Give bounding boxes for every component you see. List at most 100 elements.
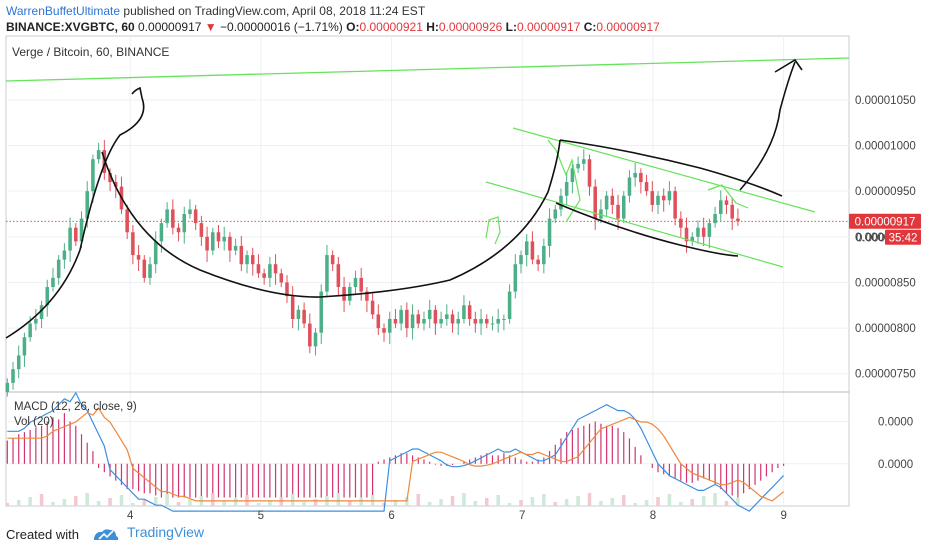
countdown-badge-text: 35:42 bbox=[889, 232, 918, 244]
candle bbox=[524, 241, 529, 256]
candle bbox=[262, 273, 266, 278]
candle bbox=[353, 277, 358, 288]
o-value: 0.00000921 bbox=[359, 20, 423, 34]
candle bbox=[273, 264, 278, 274]
volume-bar bbox=[553, 502, 558, 506]
candle bbox=[644, 182, 649, 192]
candle bbox=[582, 159, 586, 164]
volume-bar bbox=[131, 503, 135, 506]
macd-axis[interactable]: 0.0000 0.0000 bbox=[878, 417, 913, 471]
volume-bar bbox=[439, 499, 443, 506]
candle bbox=[422, 318, 426, 324]
volume-bar bbox=[336, 493, 341, 506]
candle bbox=[313, 332, 318, 347]
wedge-bottom-drawing[interactable] bbox=[555, 202, 739, 257]
candle bbox=[365, 291, 369, 301]
price-tick-label: 0.00001000 bbox=[855, 141, 916, 153]
author-link[interactable]: WarrenBuffetUltimate bbox=[6, 4, 121, 18]
candle bbox=[268, 264, 272, 278]
cup-left-drawing[interactable] bbox=[5, 86, 145, 339]
cup-bottom-drawing[interactable] bbox=[101, 139, 561, 298]
candle bbox=[188, 209, 192, 214]
candle bbox=[5, 382, 10, 392]
volume-bar bbox=[484, 498, 489, 506]
candle bbox=[650, 191, 655, 205]
breakout-arrow-drawing[interactable] bbox=[739, 61, 796, 191]
volume-bar bbox=[119, 495, 124, 506]
volume-bar bbox=[96, 501, 101, 506]
candle bbox=[216, 232, 221, 242]
resistance-trendline[interactable] bbox=[5, 57, 850, 82]
macd-pane bbox=[5, 391, 785, 512]
candle bbox=[490, 323, 495, 325]
volume-bar bbox=[165, 494, 169, 506]
volume-bar bbox=[713, 493, 717, 506]
channel-top-line[interactable] bbox=[512, 127, 816, 213]
l-value: 0.00000917 bbox=[516, 20, 581, 34]
time-tick-label: 6 bbox=[388, 510, 394, 522]
wedge-top-drawing[interactable] bbox=[559, 139, 783, 197]
last-price-badge: 0.00000917 bbox=[849, 213, 921, 229]
volume-bar bbox=[450, 496, 455, 506]
volume-bar bbox=[222, 501, 226, 506]
candle bbox=[142, 259, 147, 278]
candle bbox=[713, 214, 717, 224]
candle bbox=[28, 323, 32, 338]
candle bbox=[690, 236, 695, 242]
candle bbox=[336, 264, 341, 288]
volume-bar bbox=[39, 494, 44, 506]
candle bbox=[222, 236, 226, 242]
macd-line bbox=[7, 391, 785, 512]
candle bbox=[445, 314, 449, 319]
candle bbox=[56, 259, 61, 278]
candle bbox=[348, 287, 352, 301]
volume-bar bbox=[473, 501, 478, 506]
volume-bar bbox=[74, 496, 78, 506]
candle bbox=[296, 309, 301, 319]
candle bbox=[633, 172, 637, 178]
candle bbox=[473, 318, 478, 324]
price-axis[interactable]: 0.000010500.000010000.000009500.00000900… bbox=[855, 95, 916, 381]
symbol-label: BINANCE:XVGBTC, 60 bbox=[6, 20, 135, 34]
candle bbox=[627, 177, 632, 196]
candle bbox=[45, 287, 50, 306]
candle bbox=[559, 195, 563, 210]
candle bbox=[667, 191, 672, 201]
candle bbox=[290, 296, 295, 319]
volume-bar bbox=[621, 495, 626, 506]
candle bbox=[570, 168, 575, 183]
volume-bar bbox=[16, 500, 21, 506]
ohlc-bar: BINANCE:XVGBTC, 60 0.00000917 ▼ −0.00000… bbox=[6, 20, 660, 34]
volume-bar bbox=[382, 503, 386, 506]
h-value: 0.00000926 bbox=[438, 20, 503, 34]
volume-bar bbox=[542, 494, 546, 506]
candle bbox=[342, 287, 346, 301]
candle bbox=[319, 291, 324, 333]
channel-bottom-line[interactable] bbox=[485, 181, 784, 268]
volume-bar bbox=[679, 502, 683, 506]
volume-bar bbox=[233, 498, 238, 506]
flag-right-drawing[interactable] bbox=[707, 184, 749, 209]
last-price-badge-text: 0.00000917 bbox=[855, 216, 916, 228]
chart-title: Verge / Bitcoin, 60, BINANCE bbox=[12, 45, 169, 59]
flag-left-drawing[interactable] bbox=[485, 216, 501, 245]
volume-bar bbox=[393, 500, 398, 506]
candle bbox=[113, 182, 118, 187]
o-label: O: bbox=[346, 20, 360, 34]
candle bbox=[131, 232, 135, 256]
tradingview-brand[interactable]: TradingView bbox=[97, 524, 204, 540]
candle bbox=[376, 314, 381, 329]
candle bbox=[719, 200, 723, 214]
candle bbox=[68, 227, 72, 251]
candle bbox=[484, 318, 489, 324]
arrow-head-icon bbox=[774, 58, 803, 73]
candle bbox=[604, 195, 609, 210]
candles bbox=[5, 140, 740, 397]
macd-tick-label: 0.0000 bbox=[878, 459, 913, 471]
candle bbox=[102, 150, 107, 173]
publish-text: published on TradingView.com, April 08, … bbox=[123, 4, 426, 18]
candle bbox=[108, 172, 112, 183]
flag-mid-drawing[interactable] bbox=[547, 139, 581, 223]
time-axis[interactable]: 4 5 6 7 8 9 bbox=[127, 510, 787, 522]
